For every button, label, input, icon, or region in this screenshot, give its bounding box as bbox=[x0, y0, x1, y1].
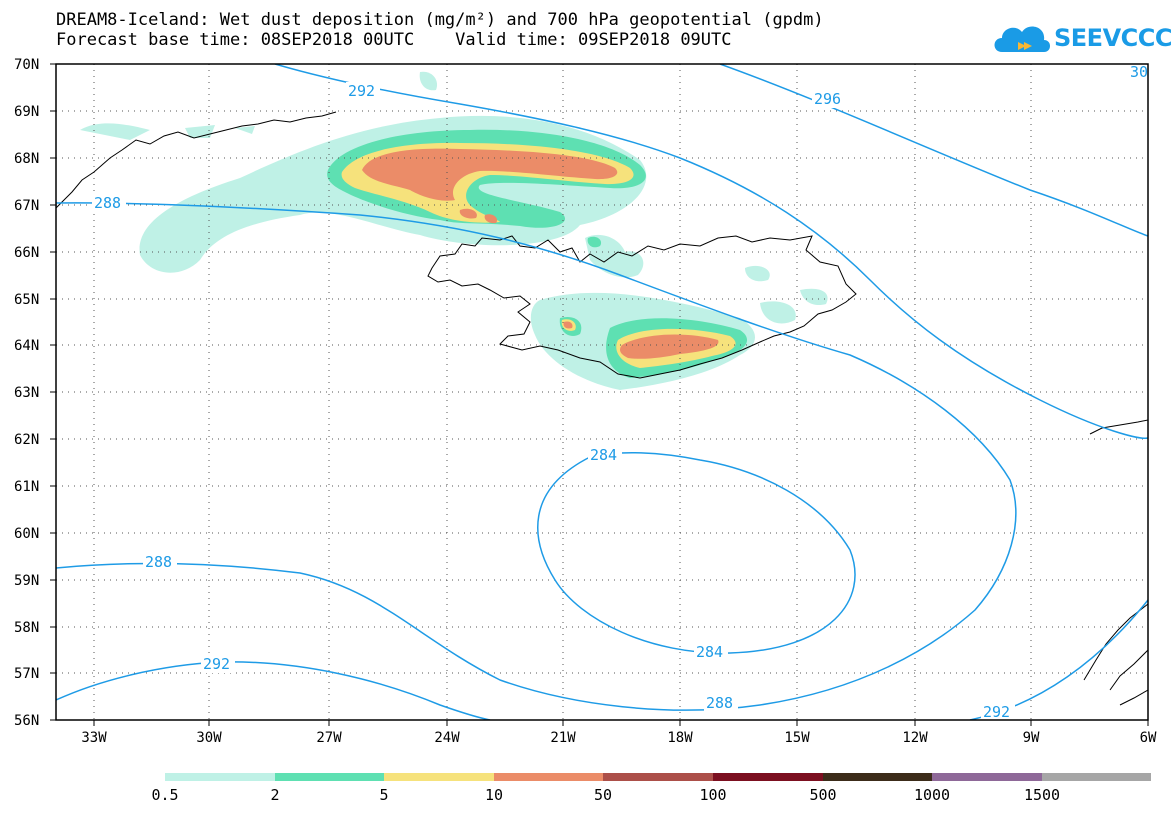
lon-label: 21W bbox=[550, 730, 576, 746]
legend-swatch bbox=[822, 773, 933, 781]
lat-label: 62N bbox=[14, 432, 39, 448]
contour-292-south bbox=[56, 661, 491, 720]
contour-292-southeast bbox=[969, 599, 1148, 720]
contour-label: 288 bbox=[145, 553, 172, 571]
lat-label: 69N bbox=[14, 104, 39, 120]
lat-label: 67N bbox=[14, 198, 39, 214]
lon-label: 33W bbox=[81, 730, 107, 746]
lon-label: 30W bbox=[196, 730, 222, 746]
lat-label: 63N bbox=[14, 385, 39, 401]
greenland-coastline bbox=[56, 111, 337, 209]
lon-label: 18W bbox=[667, 730, 693, 746]
dust-deposition-field bbox=[80, 71, 828, 390]
latitude-labels: 70N 69N 68N 67N 66N 65N 64N 63N 62N 61N … bbox=[14, 57, 39, 729]
legend-label: 50 bbox=[593, 786, 613, 804]
legend-label: 10 bbox=[484, 786, 504, 804]
lon-label: 27W bbox=[316, 730, 342, 746]
legend-label: 100 bbox=[699, 786, 727, 804]
lat-label: 64N bbox=[14, 338, 39, 354]
color-legend bbox=[165, 773, 1152, 781]
contour-label: 292 bbox=[983, 703, 1010, 721]
legend-label: 2 bbox=[270, 786, 280, 804]
contour-label: 30 bbox=[1130, 63, 1148, 81]
legend-label: 1000 bbox=[913, 786, 951, 804]
contour-label: 292 bbox=[348, 82, 375, 100]
lat-label: 66N bbox=[14, 245, 39, 261]
lat-label: 65N bbox=[14, 292, 39, 308]
lat-label: 59N bbox=[14, 573, 39, 589]
longitude-labels: 33W 30W 27W 24W 21W 18W 15W 12W 9W 6W bbox=[81, 730, 1157, 746]
contour-label: 296 bbox=[814, 90, 841, 108]
contour-label: 292 bbox=[203, 655, 230, 673]
geopotential-contours bbox=[56, 64, 1148, 720]
contour-label: 284 bbox=[696, 643, 723, 661]
lon-label: 15W bbox=[784, 730, 810, 746]
legend-swatch bbox=[384, 773, 494, 781]
lat-label: 70N bbox=[14, 57, 39, 73]
cloud-logo-icon bbox=[994, 26, 1050, 52]
coastlines bbox=[56, 111, 1148, 706]
contour-288-north bbox=[56, 202, 1017, 711]
legend-label: 5 bbox=[379, 786, 389, 804]
legend-labels: 0.5 2 5 10 50 100 500 1000 1500 bbox=[0, 786, 1175, 806]
map-title-line1: DREAM8-Iceland: Wet dust deposition (mg/… bbox=[56, 10, 824, 30]
legend-swatch bbox=[712, 773, 823, 781]
contour-296 bbox=[719, 64, 1148, 237]
contour-label-group: 292 296 30 288 284 284 288 288 292 292 bbox=[92, 63, 1148, 721]
legend-swatch bbox=[274, 773, 385, 781]
lat-label: 57N bbox=[14, 666, 39, 682]
lon-label: 12W bbox=[902, 730, 928, 746]
legend-label: 0.5 bbox=[151, 786, 179, 804]
legend-swatch bbox=[603, 773, 713, 781]
scotland-coastline bbox=[1083, 603, 1148, 706]
logo-wordmark: SEEVCCC bbox=[1054, 24, 1173, 52]
legend-swatch bbox=[1041, 773, 1152, 781]
graticule-grid bbox=[56, 64, 1148, 720]
lat-label: 68N bbox=[14, 151, 39, 167]
legend-swatch bbox=[493, 773, 604, 781]
axis-ticks bbox=[50, 63, 1149, 726]
lon-label: 24W bbox=[434, 730, 460, 746]
lat-label: 60N bbox=[14, 526, 39, 542]
contour-label: 288 bbox=[706, 694, 733, 712]
contour-label: 288 bbox=[94, 194, 121, 212]
contour-284 bbox=[537, 452, 856, 654]
seevccc-logo: SEEVCCC bbox=[990, 18, 1173, 58]
contour-label: 284 bbox=[590, 446, 617, 464]
iceland-coastline bbox=[427, 235, 857, 379]
lat-label: 56N bbox=[14, 713, 39, 729]
legend-swatch bbox=[932, 773, 1042, 781]
legend-label: 1500 bbox=[1023, 786, 1061, 804]
faroe-norway-coastline bbox=[1089, 419, 1148, 435]
legend-label: 500 bbox=[809, 786, 837, 804]
dust-shading-orange bbox=[362, 148, 719, 359]
lat-label: 61N bbox=[14, 479, 39, 495]
map-title-line2: Forecast base time: 08SEP2018 00UTC Vali… bbox=[56, 30, 732, 50]
legend-swatch bbox=[165, 773, 275, 781]
contour-292-north bbox=[274, 64, 1148, 439]
lon-label: 9W bbox=[1023, 730, 1040, 746]
lon-label: 6W bbox=[1140, 730, 1157, 746]
lat-label: 58N bbox=[14, 620, 39, 636]
